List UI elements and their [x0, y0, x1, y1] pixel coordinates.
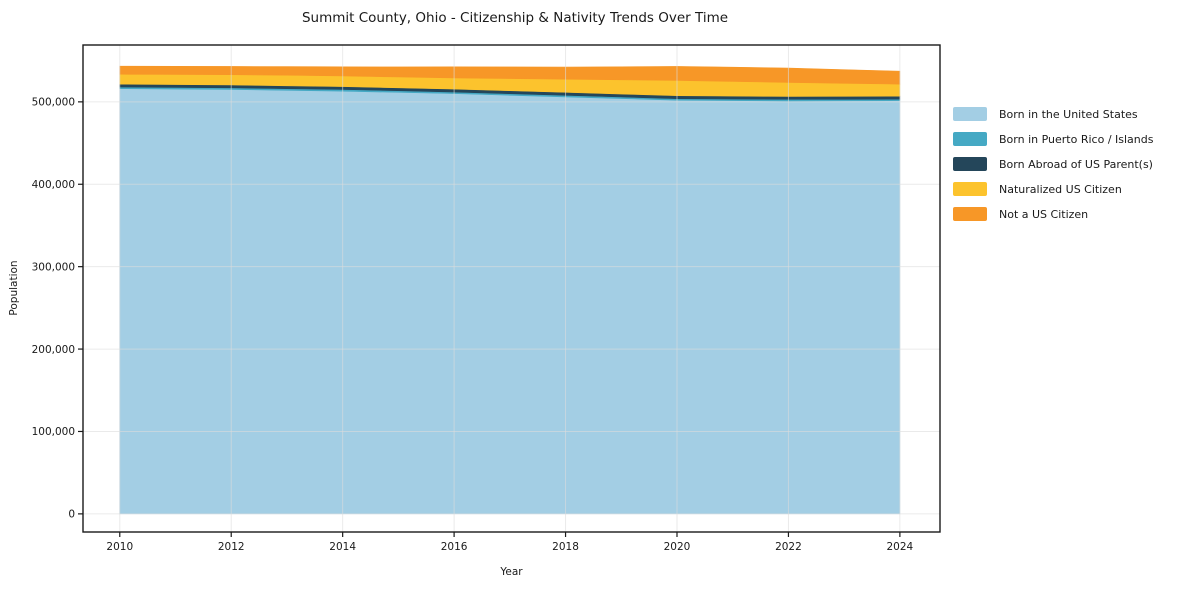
x-axis-label: Year: [500, 566, 523, 578]
legend-item-not-citizen: Not a US Citizen: [953, 207, 1153, 221]
legend-item-born-abroad: Born Abroad of US Parent(s): [953, 157, 1153, 171]
legend-swatch-not-citizen: [953, 207, 987, 221]
legend-label: Born in the United States: [999, 107, 1138, 121]
legend-swatch-born-us: [953, 107, 987, 121]
y-axis-label: Population: [8, 260, 20, 316]
legend-label: Born in Puerto Rico / Islands: [999, 132, 1154, 146]
legend-label: Not a US Citizen: [999, 207, 1089, 221]
legend-label: Naturalized US Citizen: [999, 182, 1122, 196]
y-tick-label: 100,000: [32, 426, 75, 438]
legend-swatch-born-pr: [953, 132, 987, 146]
x-tick-label: 2014: [329, 541, 356, 553]
chart-title: Summit County, Ohio - Citizenship & Nati…: [301, 10, 729, 26]
legend-swatch-born-abroad: [953, 157, 987, 171]
x-tick-label: 2010: [106, 541, 133, 553]
x-tick-label: 2022: [775, 541, 802, 553]
x-tick-label: 2016: [441, 541, 468, 553]
x-tick-label: 2018: [552, 541, 579, 553]
legend-item-naturalized: Naturalized US Citizen: [953, 182, 1153, 196]
x-tick-label: 2024: [887, 541, 914, 553]
y-tick-label: 200,000: [32, 344, 75, 356]
area-series-0: [119, 88, 901, 515]
y-tick-label: 300,000: [32, 261, 75, 273]
legend-item-born-us: Born in the United States: [953, 107, 1153, 121]
x-tick-label: 2020: [664, 541, 691, 553]
plot-frame: [82, 44, 941, 533]
y-tick-label: 0: [68, 509, 75, 521]
legend-swatch-naturalized: [953, 182, 987, 196]
x-tick-label: 2012: [218, 541, 245, 553]
y-tick-label: 400,000: [32, 179, 75, 191]
legend-label: Born Abroad of US Parent(s): [999, 157, 1153, 171]
y-tick-label: 500,000: [32, 97, 75, 109]
legend: Born in the United States Born in Puerto…: [953, 107, 1153, 232]
legend-item-born-pr: Born in Puerto Rico / Islands: [953, 132, 1153, 146]
